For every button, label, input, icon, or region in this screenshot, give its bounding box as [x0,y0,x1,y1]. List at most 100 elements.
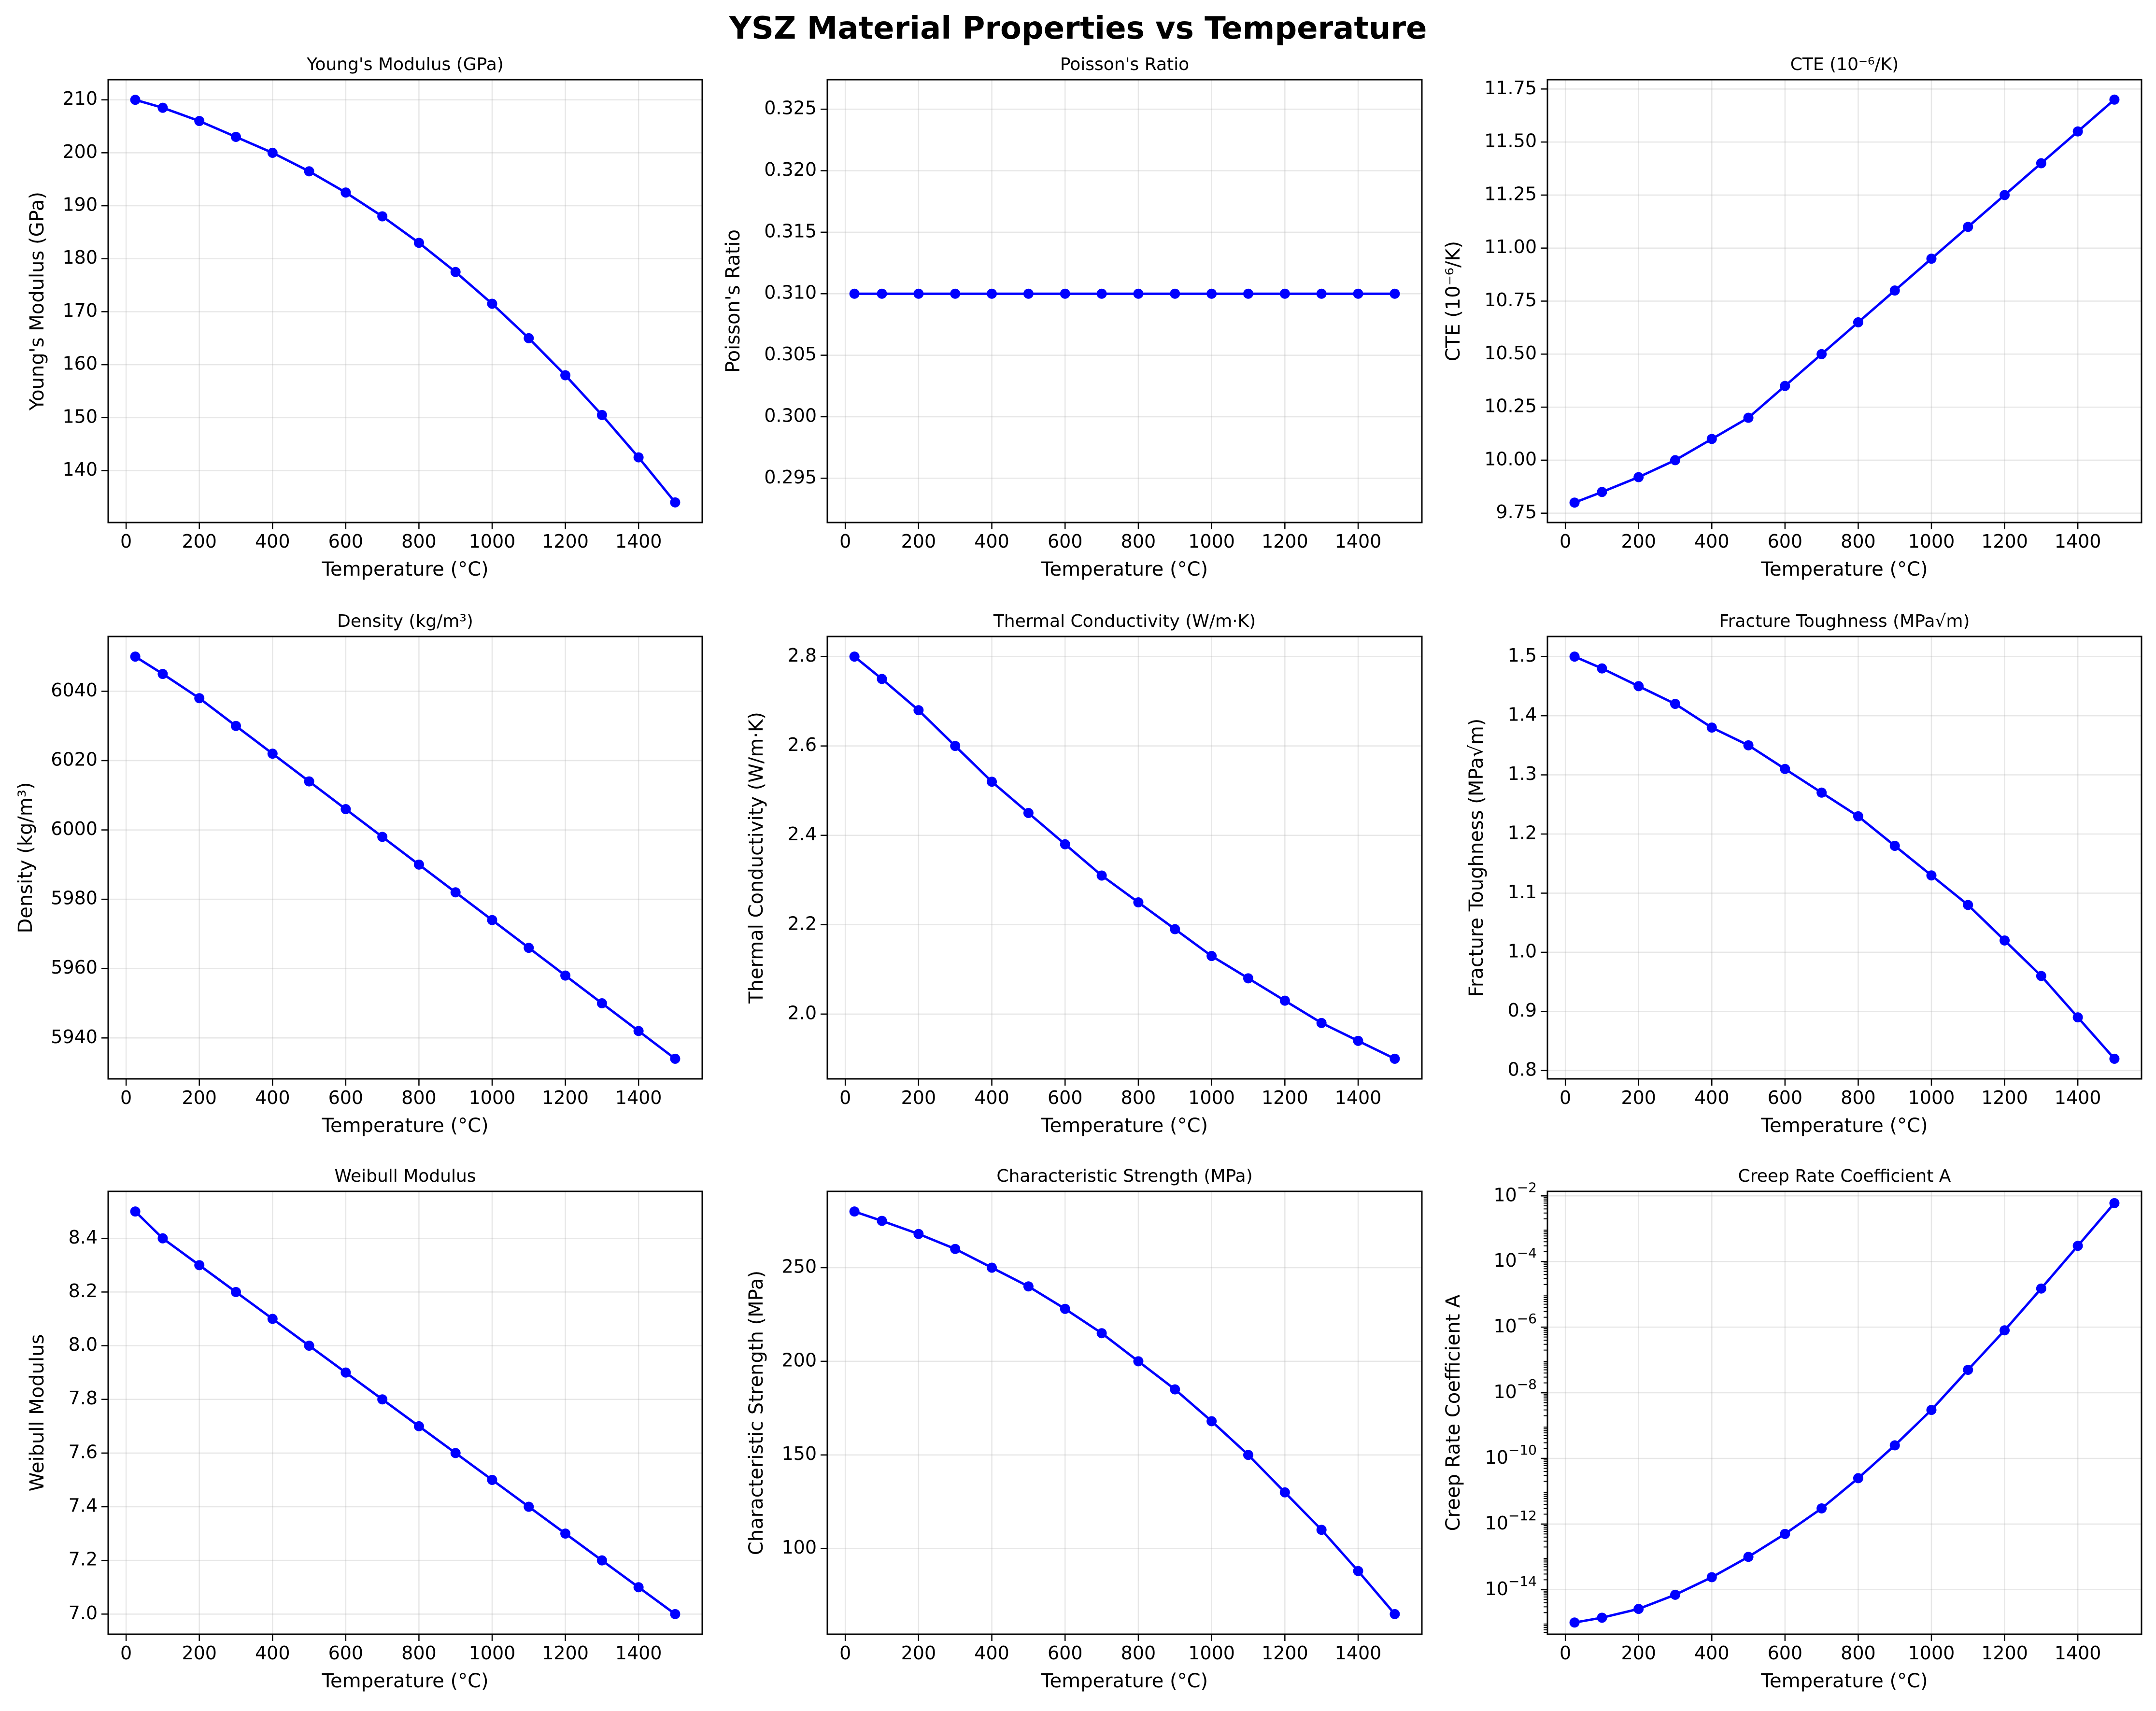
x-axis-label: Temperature (°C) [1041,558,1208,580]
data-point [2036,1283,2046,1294]
data-point [304,166,314,177]
x-tick-label: 800 [1121,1642,1156,1664]
x-tick-label: 400 [1694,531,1730,552]
data-point [1597,487,1607,497]
x-tick-label: 600 [1768,1642,1803,1664]
data-point [2072,1012,2083,1023]
data-point [413,238,424,248]
x-tick-label: 1200 [1981,1087,2028,1108]
y-tick-label: 7.6 [69,1441,98,1462]
data-point [560,1528,571,1539]
x-tick-label: 600 [1048,1642,1083,1664]
x-tick-label: 1200 [1981,531,2028,552]
x-axis-label: Temperature (°C) [321,558,488,580]
data-point [877,674,887,684]
data-point [1853,1473,1863,1484]
data-point [1023,288,1034,299]
data-point [1926,254,1937,264]
x-tick-label: 0 [839,1642,851,1664]
series-line [134,1210,676,1615]
y-tick-label: 11.00 [1484,236,1537,257]
data-point [1569,497,1580,508]
y-tick-label: 1.0 [1508,940,1537,962]
data-point [1023,807,1034,818]
data-point [1706,434,1717,444]
data-point [130,95,141,105]
series-line [1574,1202,2115,1624]
data-point [1316,288,1327,299]
data-point [670,1053,681,1064]
y-axis-label: Creep Rate Coefficient A [1442,1294,1464,1531]
panel-1: 0 200 400 600 800 1000 1200 1400 140 150 160 170 180… [26,55,703,580]
x-axis-label: Temperature (°C) [1041,1115,1208,1137]
data-point [130,651,141,662]
data-point [2036,158,2046,169]
x-tick-label: 1200 [1262,1087,1308,1108]
y-tick-label: 2.2 [788,913,817,934]
y-axis-label: Young's Modulus (GPa) [26,192,48,411]
data-point [1060,839,1070,849]
plot-frame [1546,636,2142,1080]
data-point [670,497,681,508]
x-tick-label: 200 [1621,531,1656,552]
data-point [2000,190,2010,200]
y-tick-label: 1.5 [1508,645,1537,666]
y-tick-label: 210 [62,88,98,109]
data-point [987,777,997,787]
x-tick-label: 1400 [1335,1642,1382,1664]
x-tick-label: 600 [1768,1087,1803,1108]
data-point [2072,1241,2083,1251]
y-tick-label: 250 [781,1256,817,1277]
x-tick-label: 1000 [469,1642,516,1664]
data-point [1170,288,1180,299]
plot-frame [826,636,1423,1080]
plot-frame [1546,1190,2142,1635]
y-tick-label: 0.310 [764,282,817,303]
data-point [1390,288,1400,299]
data-point [267,1314,278,1324]
panel-2: 0 200 400 600 800 1000 1200 1400 0.295 0.300 0.305… [722,55,1423,580]
data-point [1170,924,1180,934]
panel-7: 0 200 400 600 800 1000 1200 1400 7.0 7.2 7.4 7.6 7.8… [26,1166,703,1692]
panels: 0 200 400 600 800 1000 1200 1400140150160170180… [14,55,2142,1692]
x-axis-label: Temperature (°C) [1760,558,1928,580]
x-tick-label: 1000 [1188,1642,1235,1664]
x-tick-label: 600 [1768,531,1803,552]
data-point [377,1394,388,1405]
data-point [1096,1328,1107,1339]
data-point [1133,897,1144,908]
y-tick-label: 1.2 [1508,822,1537,844]
y-tick-label: 0.295 [764,467,817,488]
data-point [1633,1604,1644,1614]
data-point [524,943,534,953]
data-point [194,1260,205,1271]
data-point [1706,722,1717,733]
data-point [1780,764,1790,774]
y-tick-label: 5940 [51,1026,98,1047]
y-tick-label: 7.4 [69,1495,98,1516]
data-point [913,705,924,716]
data-point [377,211,388,222]
y-tick-label: 150 [781,1443,817,1464]
x-tick-label: 1000 [1908,1642,1955,1664]
panel-4: 0 200 400 600 800 1000 1200 1400 5940 5960 5980 600… [14,611,703,1137]
y-tick-label: 5960 [51,957,98,978]
data-point [304,776,314,787]
data-point [1670,455,1680,466]
y-tick-label: 1.3 [1508,763,1537,784]
x-tick-label: 400 [974,1087,1009,1108]
data-point [1569,1617,1580,1628]
data-point [1743,740,1754,750]
x-tick-label: 1400 [1335,531,1382,552]
x-tick-label: 200 [182,531,217,552]
y-tick-label: 200 [62,141,98,162]
y-tick-label: 190 [62,194,98,215]
data-point [1316,1018,1327,1028]
data-point [1963,222,1973,232]
y-tick-label: 0.9 [1508,1000,1537,1021]
data-point [1316,1525,1327,1535]
y-tick-label: 10.75 [1484,289,1537,311]
data-point [1853,317,1863,327]
series-line [853,655,1395,1060]
